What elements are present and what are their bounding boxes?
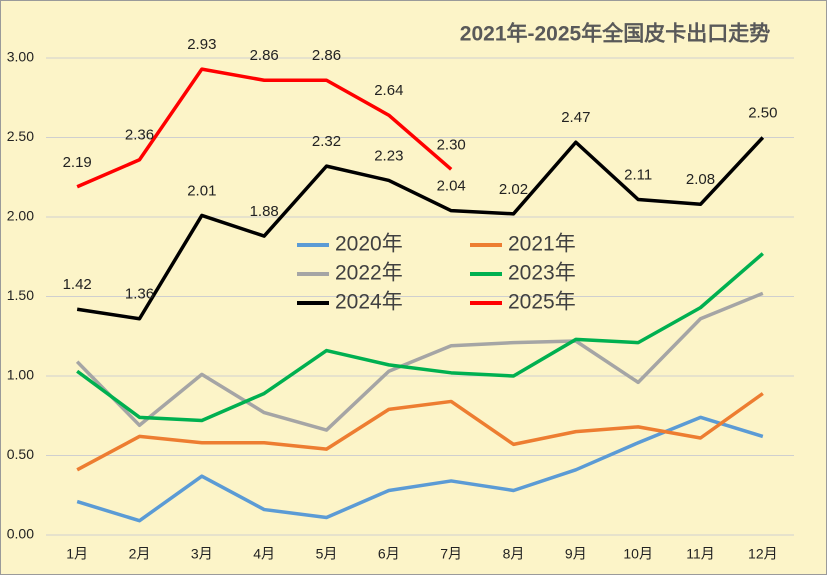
x-tick-label: 10月 [623,546,653,562]
series-line [76,67,453,189]
legend-label: 2025年 [508,291,576,314]
series-line [76,392,764,472]
data-label: 2.64 [374,82,403,99]
y-tick-label: 1.50 [7,287,34,303]
x-tick-label: 11月 [686,546,715,562]
data-label: 2.04 [437,178,466,195]
legend-label: 2022年 [335,262,403,285]
data-label: 1.88 [250,203,279,220]
x-tick-label: 1月 [66,546,88,562]
data-label: 1.36 [125,286,154,303]
data-label: 2.23 [374,147,403,164]
data-label: 1.42 [63,276,92,293]
data-label: 2.02 [499,181,528,198]
x-tick-label: 4月 [253,546,275,562]
y-tick-label: 3.00 [7,49,34,65]
x-tick-label: 2月 [129,546,151,562]
y-tick-label: 0.00 [7,526,34,542]
series-line [76,252,764,423]
data-label: 2.93 [187,36,216,53]
data-label: 2.30 [437,136,466,153]
y-tick-label: 1.00 [7,367,34,383]
data-label: 2.36 [125,127,154,144]
data-label: 2.08 [686,171,715,188]
data-label: 2.19 [63,154,92,171]
series-line [75,291,764,432]
data-label: 2.47 [561,109,590,126]
x-tick-label: 8月 [503,546,525,562]
legend-label: 2021年 [508,233,576,256]
series-line [76,136,765,321]
data-label: 2.86 [250,47,279,64]
data-label: 2.32 [312,133,341,150]
legend-label: 2023年 [508,262,576,285]
data-label: 2.50 [748,104,777,121]
y-tick-label: 2.50 [7,128,34,144]
x-tick-label: 12月 [748,546,778,562]
x-tick-label: 3月 [191,546,213,562]
data-label: 2.86 [312,47,341,64]
data-label: 2.01 [187,182,216,199]
x-tick-label: 5月 [316,546,338,562]
x-tick-label: 7月 [440,546,462,562]
legend-label: 2020年 [335,233,403,256]
legend-label: 2024年 [335,291,403,314]
y-tick-label: 0.50 [7,446,34,462]
data-label: 2.11 [624,166,652,183]
y-tick-label: 2.00 [7,208,34,224]
x-tick-label: 6月 [378,546,400,562]
series-line [76,415,764,523]
x-tick-label: 9月 [565,546,587,562]
chart-title: 2021年-2025年全国皮卡出口走势 [460,22,770,46]
